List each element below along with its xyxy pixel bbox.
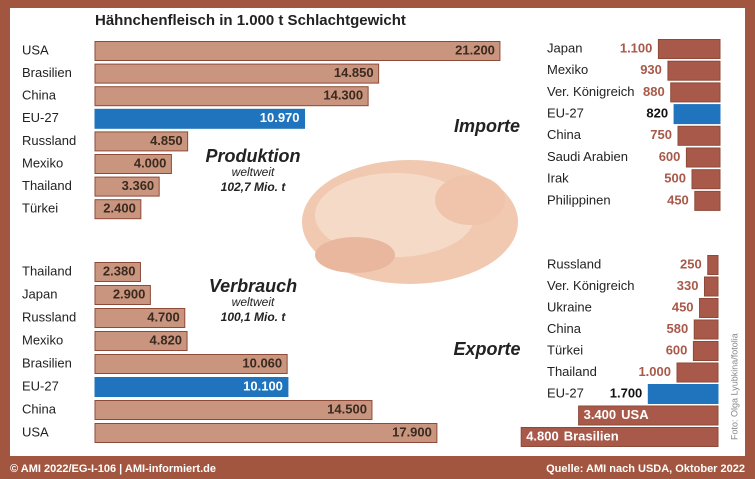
category-label: China <box>22 88 57 103</box>
bar <box>648 385 718 404</box>
value-label: 1.700 <box>610 385 643 400</box>
value-label: 3.360 <box>122 178 155 193</box>
category-label: Thailand <box>22 178 72 193</box>
value-label: 4.700 <box>147 309 180 324</box>
value-label: 600 <box>659 149 681 164</box>
infographic: Hähnchenfleisch in 1.000 t Schlachtgewic… <box>0 0 755 479</box>
value-label: 880 <box>643 84 665 99</box>
value-label: 4.000 <box>134 155 167 170</box>
value-label: 750 <box>650 127 672 142</box>
bar <box>694 320 718 339</box>
bar <box>695 191 720 210</box>
value-label: 10.100 <box>243 378 283 393</box>
category-label: EU-27 <box>22 378 59 393</box>
value-label: 580 <box>667 321 689 336</box>
value-label: 930 <box>640 62 662 77</box>
category-label: Irak <box>547 171 569 186</box>
category-label: Brasilien <box>564 428 619 443</box>
value-label: 1.000 <box>638 364 671 379</box>
category-label: Russland <box>547 256 601 271</box>
category-label: Brasilien <box>22 65 72 80</box>
category-label: Mexiko <box>547 62 588 77</box>
category-label: Russland <box>22 309 76 324</box>
value-label: 21.200 <box>455 42 495 57</box>
category-label: Japan <box>22 286 57 301</box>
category-label: China <box>22 401 57 416</box>
value-label: 14.850 <box>334 65 374 80</box>
title: Hähnchenfleisch in 1.000 t Schlachtgewic… <box>95 12 406 29</box>
bar <box>704 277 718 296</box>
bar <box>671 83 720 102</box>
category-label: USA <box>22 42 49 57</box>
category-label: Japan <box>547 40 582 55</box>
category-label: EU-27 <box>22 110 59 125</box>
value-label: 1.100 <box>620 40 653 55</box>
value-label: 450 <box>672 299 694 314</box>
category-label: Ukraine <box>547 299 592 314</box>
category-label: Mexiko <box>22 332 63 347</box>
value-label: 4.800 <box>526 428 559 443</box>
value-label: 10.060 <box>242 355 282 370</box>
category-label: Ver. Königreich <box>547 278 634 293</box>
value-label: 330 <box>677 278 699 293</box>
bar <box>95 42 500 61</box>
value-label: 820 <box>646 106 668 121</box>
value-label: 4.850 <box>150 133 183 148</box>
category-label: Mexiko <box>22 155 63 170</box>
value-label: 17.900 <box>392 424 432 439</box>
bar <box>693 342 718 361</box>
category-label: USA <box>22 424 49 439</box>
category-label: Philippinen <box>547 192 611 207</box>
footer-right: Quelle: AMI nach USDA, Oktober 2022 <box>546 463 745 475</box>
chart-annotation: 102,7 Mio. t <box>221 180 287 194</box>
category-label: Saudi Arabien <box>547 149 628 164</box>
bar <box>700 299 718 318</box>
category-label: Russland <box>22 133 76 148</box>
value-label: 14.500 <box>327 401 367 416</box>
value-label: 450 <box>667 192 689 207</box>
chart-annotation: 100,1 Mio. t <box>221 310 287 324</box>
chart-title: Importe <box>454 116 520 136</box>
chart-title: Exporte <box>453 339 520 359</box>
bar <box>668 61 720 80</box>
value-label: 250 <box>680 256 702 271</box>
chart-title: Verbrauch <box>209 276 297 296</box>
footer-left: © AMI 2022/EG-I-106 | AMI-informiert.de <box>10 463 216 475</box>
category-label: EU-27 <box>547 385 584 400</box>
category-label: Ver. Königreich <box>547 84 634 99</box>
category-label: China <box>547 127 582 142</box>
bar <box>686 148 720 167</box>
photo-credit: Foto: Olga Lyubkina/fotolia <box>729 333 739 440</box>
value-label: 3.400 <box>584 407 617 422</box>
category-label: EU-27 <box>547 106 584 121</box>
chicken-photo <box>302 160 518 284</box>
category-label: China <box>547 321 582 336</box>
bar <box>95 424 437 443</box>
value-label: 500 <box>664 171 686 186</box>
category-label: Thailand <box>22 263 72 278</box>
value-label: 4.820 <box>150 332 183 347</box>
bar <box>677 363 718 382</box>
category-label: Türkei <box>22 201 58 216</box>
bar <box>658 40 720 59</box>
value-label: 2.900 <box>113 286 146 301</box>
chart-subtitle: weltweit <box>232 295 275 309</box>
bar <box>708 256 718 275</box>
bar <box>674 105 720 124</box>
value-label: 2.380 <box>103 263 136 278</box>
value-label: 14.300 <box>323 88 363 103</box>
chart-subtitle: weltweit <box>232 165 275 179</box>
category-label: Brasilien <box>22 355 72 370</box>
category-label: Thailand <box>547 364 597 379</box>
category-label: USA <box>621 407 649 422</box>
category-label: Türkei <box>547 342 583 357</box>
bar <box>678 126 720 145</box>
value-label: 600 <box>666 342 688 357</box>
value-label: 10.970 <box>260 110 300 125</box>
chart-title: Produktion <box>206 146 301 166</box>
value-label: 2.400 <box>103 201 136 216</box>
bar <box>692 170 720 189</box>
